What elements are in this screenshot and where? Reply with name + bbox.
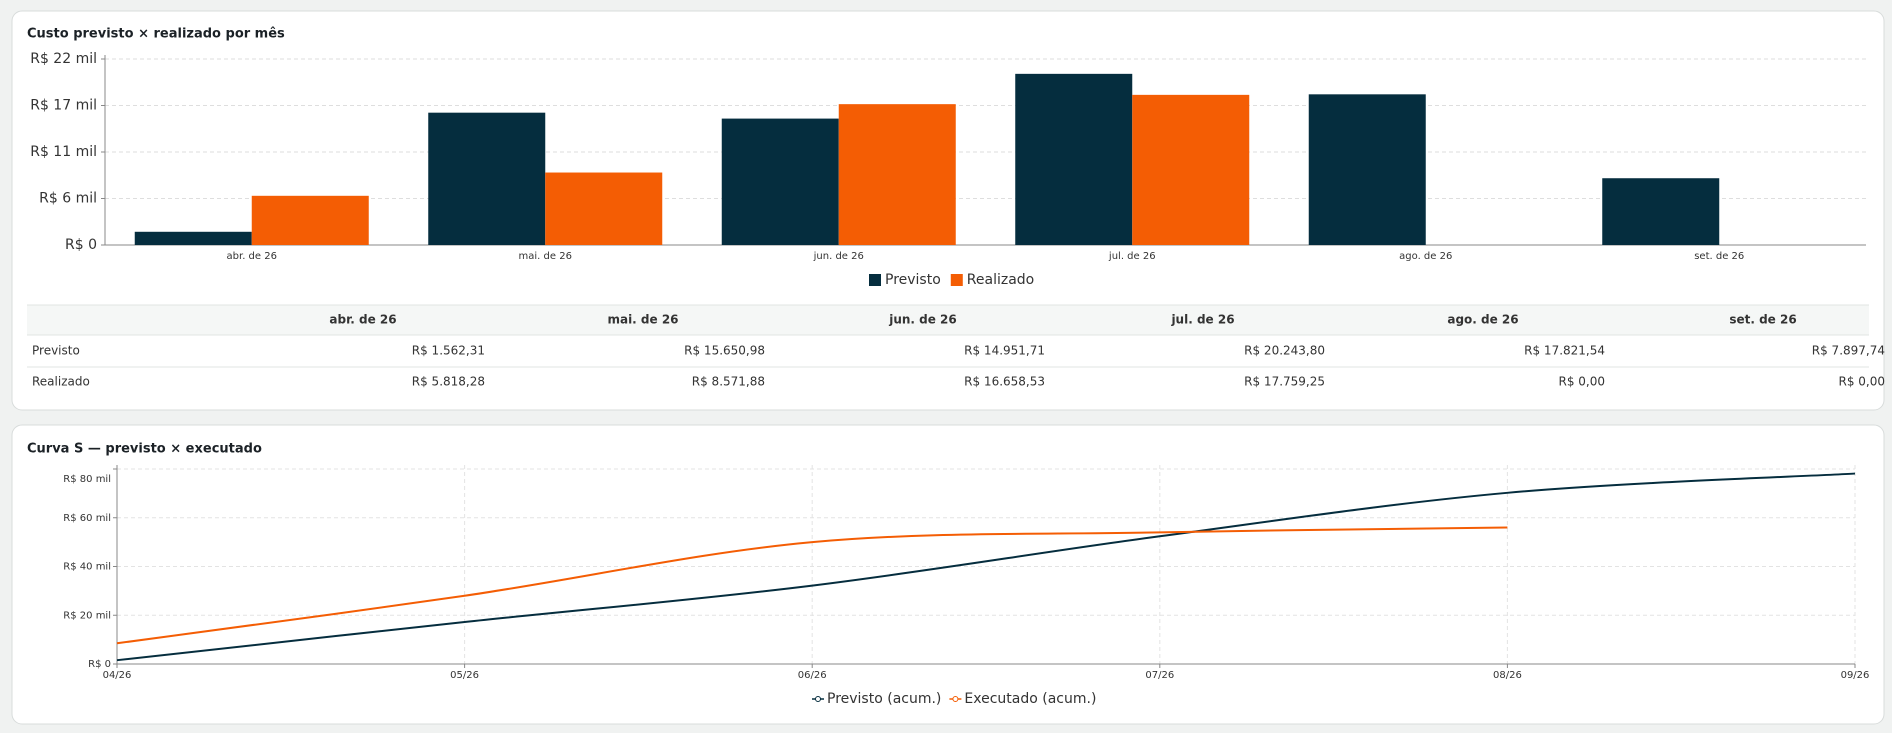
x-tick-label: abr. de 26 [227, 251, 277, 262]
chart-title: Curva S — previsto × executado [27, 442, 262, 457]
table-header [27, 305, 1869, 335]
y-tick-label: R$ 11 mil [30, 144, 97, 160]
bar [721, 118, 839, 245]
table-header-cell: abr. de 26 [329, 313, 396, 327]
bar [1132, 94, 1250, 246]
table-row-label: Realizado [32, 375, 90, 389]
x-tick-label: 05/26 [450, 670, 479, 681]
table-cell: R$ 17.759,25 [1244, 375, 1325, 389]
y-tick-label: R$ 60 mil [63, 513, 111, 524]
x-tick-label: ago. de 26 [1399, 251, 1452, 262]
table-cell: R$ 8.571,88 [692, 375, 765, 389]
legend-label: Previsto [885, 272, 941, 288]
bar [1015, 73, 1133, 245]
x-tick-label: set. de 26 [1694, 251, 1744, 262]
table-cell: R$ 0,00 [1838, 375, 1885, 389]
table-cell: R$ 20.243,80 [1244, 344, 1325, 358]
table-header-cell: jul. de 26 [1170, 313, 1234, 327]
line [116, 526, 1508, 645]
y-tick-label: R$ 6 mil [39, 191, 97, 207]
y-tick-label: R$ 20 mil [63, 610, 111, 621]
table-header-cell: set. de 26 [1729, 313, 1796, 327]
table-row-label: Previsto [32, 344, 80, 358]
legend-swatch [869, 274, 881, 286]
chart-title: Custo previsto × realizado por mês [27, 27, 285, 42]
bar [1308, 94, 1426, 245]
legend-marker [815, 696, 821, 702]
line [116, 472, 1856, 662]
legend-label: Realizado [967, 272, 1034, 288]
table-cell: R$ 0,00 [1558, 375, 1605, 389]
x-tick-label: jul. de 26 [1108, 251, 1156, 262]
bar [134, 231, 252, 245]
x-tick-label: 07/26 [1145, 670, 1174, 681]
legend-label: Previsto (acum.) [827, 691, 941, 707]
x-tick-label: 09/26 [1841, 670, 1870, 681]
y-tick-label: R$ 80 mil [63, 474, 111, 485]
table-cell: R$ 1.562,31 [412, 344, 485, 358]
bar [838, 104, 956, 245]
x-tick-label: 04/26 [103, 670, 132, 681]
bar [251, 195, 369, 245]
y-tick-label: R$ 22 mil [30, 51, 97, 67]
table-cell: R$ 14.951,71 [964, 344, 1045, 358]
card [11, 424, 1885, 725]
table-cell: R$ 16.658,53 [964, 375, 1045, 389]
y-tick-label: R$ 0 [65, 237, 97, 253]
legend-swatch [950, 274, 963, 286]
y-tick-label: R$ 0 [88, 659, 111, 670]
table-cell: R$ 7.897,74 [1812, 344, 1885, 358]
x-tick-label: 06/26 [798, 670, 827, 681]
table-header-cell: ago. de 26 [1447, 313, 1518, 327]
legend-label: Executado (acum.) [964, 691, 1096, 707]
y-tick-label: R$ 40 mil [63, 562, 111, 573]
table-header-cell: mai. de 26 [607, 313, 678, 327]
x-tick-label: 08/26 [1493, 670, 1522, 681]
table-cell: R$ 5.818,28 [412, 375, 485, 389]
bar [545, 172, 663, 245]
y-tick-label: R$ 17 mil [30, 98, 97, 114]
bar [428, 112, 546, 246]
table-header-cell: jun. de 26 [888, 313, 957, 327]
table-cell: R$ 15.650,98 [684, 344, 765, 358]
x-tick-label: jun. de 26 [813, 251, 864, 262]
bar [1602, 178, 1720, 245]
x-tick-label: mai. de 26 [519, 251, 572, 262]
table-cell: R$ 17.821,54 [1524, 344, 1605, 358]
legend-marker [952, 696, 959, 702]
